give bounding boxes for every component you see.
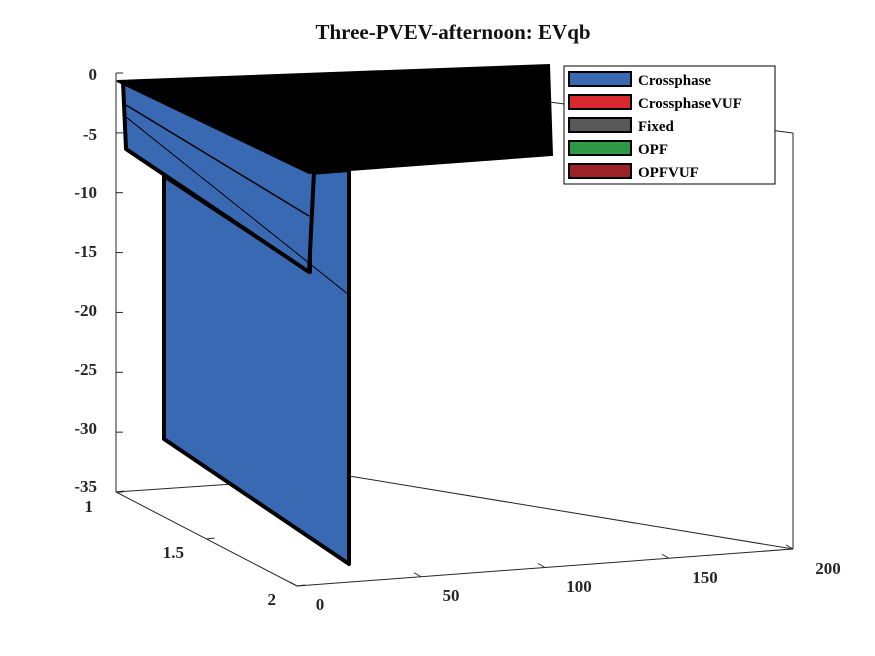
y-tick-mark bbox=[206, 537, 215, 540]
y-tick-label: 2 bbox=[268, 590, 277, 609]
box-edge-back-floor bbox=[348, 475, 794, 550]
legend: Crossphase CrossphaseVUF Fixed OPF OPFVU… bbox=[563, 65, 776, 185]
legend-label: OPFVUF bbox=[638, 165, 699, 181]
z-tick-label: -15 bbox=[74, 242, 97, 261]
z-tick-labels: 0 -5 -10 -15 -20 -25 -30 -35 bbox=[74, 65, 97, 496]
z-tick-label: -35 bbox=[74, 477, 97, 496]
z-tick-label: -30 bbox=[74, 419, 97, 438]
legend-swatch-crossphasevuf bbox=[568, 94, 632, 110]
legend-item-opfvuf: OPFVUF bbox=[568, 163, 699, 181]
legend-label: CrossphaseVUF bbox=[638, 96, 742, 112]
legend-item-fixed: Fixed bbox=[568, 117, 674, 135]
legend-swatch-fixed bbox=[568, 117, 632, 133]
x-tick-mark bbox=[785, 544, 794, 550]
tick-marks bbox=[115, 72, 794, 587]
legend-label: OPF bbox=[638, 142, 668, 158]
x-tick-mark bbox=[537, 563, 546, 568]
y-tick-labels: 1 1.5 2 bbox=[85, 497, 277, 609]
surface-mesh-line bbox=[125, 104, 310, 217]
x-tick-labels: 0 50 100 150 200 bbox=[316, 559, 841, 614]
legend-swatch-opf bbox=[568, 140, 632, 156]
x-tick-mark bbox=[661, 553, 670, 559]
legend-label: Crossphase bbox=[638, 73, 711, 89]
x-tick-label: 100 bbox=[566, 577, 592, 596]
surface-plot bbox=[116, 63, 554, 566]
z-tick-label: -5 bbox=[83, 125, 97, 144]
chart-title: Three-PVEV-afternoon: EVqb bbox=[315, 20, 590, 44]
legend-swatch-crossphase bbox=[568, 71, 632, 87]
legend-swatch-opfvuf bbox=[568, 163, 632, 179]
x-tick-label: 50 bbox=[443, 586, 460, 605]
x-tick-mark bbox=[413, 572, 422, 578]
y-tick-label: 1.5 bbox=[163, 543, 184, 562]
x-tick-label: 200 bbox=[815, 559, 841, 578]
y-tick-label: 1 bbox=[85, 497, 94, 516]
y-tick-mark bbox=[115, 490, 125, 493]
z-tick-label: -20 bbox=[74, 301, 97, 320]
z-tick-label: -25 bbox=[74, 360, 97, 379]
x-tick-mark bbox=[289, 581, 298, 587]
x-tick-label: 150 bbox=[692, 568, 718, 587]
legend-label: Fixed bbox=[638, 119, 674, 135]
z-tick-label: -10 bbox=[74, 183, 97, 202]
legend-item-opf: OPF bbox=[568, 140, 668, 158]
x-tick-label: 0 bbox=[316, 595, 325, 614]
y-tick-mark bbox=[296, 584, 306, 587]
surface-mesh-line bbox=[125, 116, 350, 296]
legend-item-crossphasevuf: CrossphaseVUF bbox=[568, 94, 742, 112]
top-surface bbox=[116, 63, 554, 175]
legend-item-crossphase: Crossphase bbox=[568, 71, 711, 89]
z-tick-label: 0 bbox=[89, 65, 98, 84]
